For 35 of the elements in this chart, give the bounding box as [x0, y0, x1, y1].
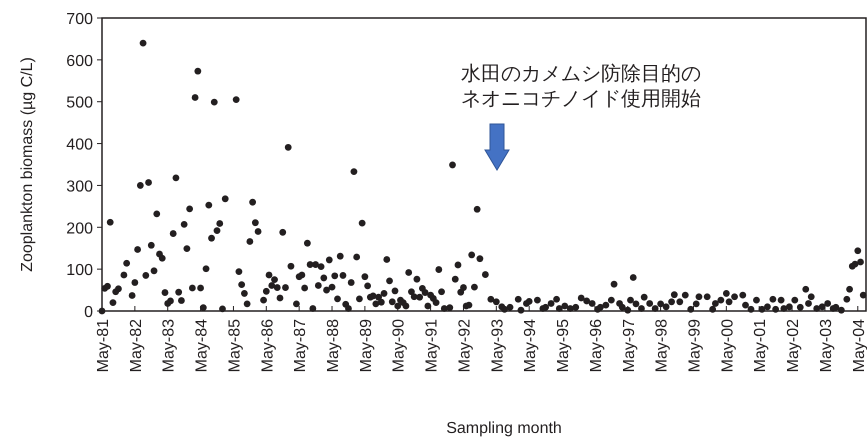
y-tick-label: 700 — [66, 11, 94, 28]
x-tick-label: May-81 — [95, 318, 112, 372]
y-tick-label: 100 — [66, 262, 94, 280]
x-tick-label: May-93 — [489, 318, 506, 372]
x-tick-label: May-89 — [358, 318, 375, 372]
x-tick-label: May-83 — [160, 318, 178, 372]
annotation: 水田のカメムシ防除目的のネオニコチノイド使用開始 — [461, 63, 701, 110]
y-tick-label: 400 — [66, 136, 94, 154]
x-tick-label: May-92 — [456, 318, 474, 372]
x-tick-label: May-91 — [424, 318, 441, 372]
x-tick-label: May-01 — [752, 318, 770, 372]
x-tick-label: May-85 — [226, 318, 244, 372]
x-tick-label: May-95 — [555, 318, 572, 372]
y-axis-title: Zooplankton biomass (µg C/L) — [19, 57, 36, 272]
x-tick-label: May-04 — [850, 318, 867, 372]
x-tick-label: May-98 — [654, 318, 671, 372]
y-tick-label: 600 — [66, 52, 94, 70]
x-tick-label: May-88 — [325, 318, 342, 372]
x-tick-label: May-02 — [785, 318, 802, 372]
y-tick-label: 0 — [84, 304, 94, 321]
x-tick-label: May-90 — [390, 318, 408, 372]
y-tick-label: 300 — [66, 178, 94, 196]
x-tick-label: May-86 — [259, 318, 276, 372]
x-tick-label: May-87 — [292, 318, 310, 372]
y-tick-label: 200 — [66, 220, 94, 238]
y-tick-label: 500 — [66, 94, 94, 112]
x-tick-label: May-99 — [686, 318, 704, 372]
x-tick-label: May-97 — [620, 318, 638, 372]
x-tick-label: May-84 — [194, 318, 211, 372]
x-tick-label: May-82 — [128, 318, 145, 372]
x-tick-label: May-00 — [719, 318, 736, 372]
x-tick-label: May-94 — [522, 318, 540, 372]
x-tick-label: May-96 — [588, 318, 605, 372]
x-tick-label: May-03 — [818, 318, 835, 372]
x-axis-title: Sampling month — [446, 420, 562, 437]
